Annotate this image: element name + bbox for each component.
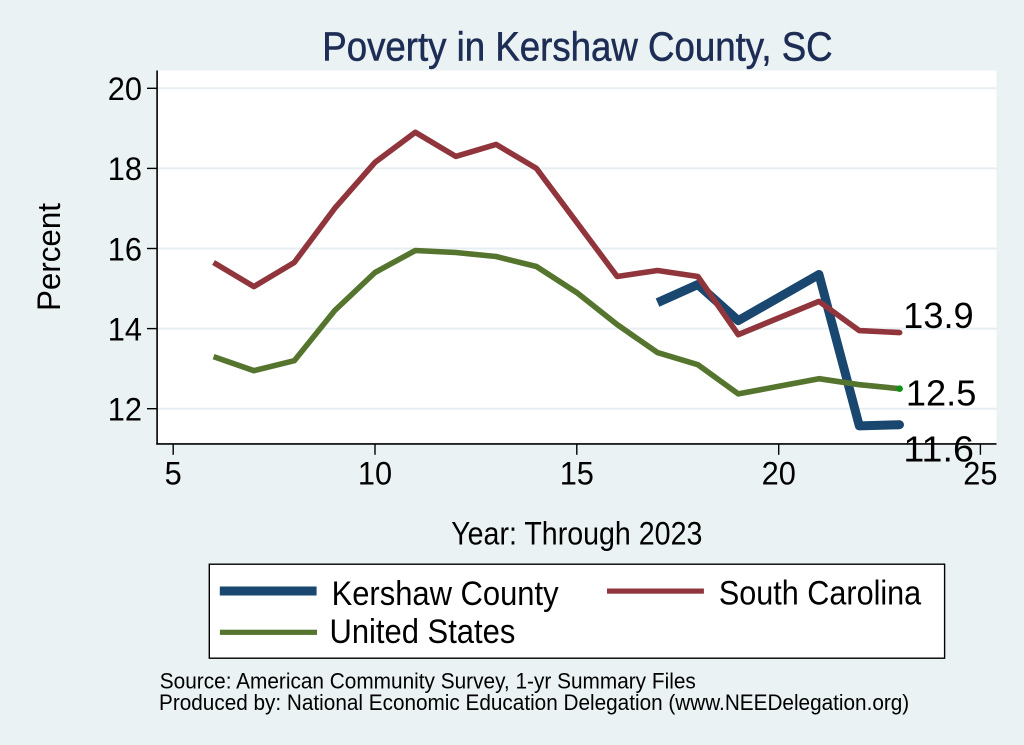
svg-text:5: 5 [165,456,182,492]
svg-text:Percent: Percent [31,203,67,311]
svg-text:12.5: 12.5 [906,373,977,414]
svg-text:10: 10 [358,456,392,492]
svg-text:United States: United States [330,613,516,651]
svg-text:18: 18 [108,151,142,187]
svg-text:Source: American Community Sur: Source: American Community Survey, 1-yr … [160,669,696,694]
svg-text:13.9: 13.9 [903,295,974,336]
svg-text:25: 25 [963,456,997,492]
svg-text:South Carolina: South Carolina [719,575,921,613]
svg-text:20: 20 [762,456,796,492]
svg-text:20: 20 [108,71,142,107]
svg-text:12: 12 [108,392,142,428]
svg-text:Poverty in Kershaw County, SC: Poverty in Kershaw County, SC [322,24,832,70]
svg-text:Kershaw County: Kershaw County [332,575,559,613]
svg-text:11.6: 11.6 [903,429,974,470]
svg-text:14: 14 [108,311,142,347]
svg-text:Year: Through 2023: Year: Through 2023 [451,515,702,551]
svg-text:16: 16 [108,231,142,267]
svg-text:15: 15 [560,456,594,492]
svg-text:Produced by: National Economic: Produced by: National Economic Education… [159,690,909,715]
